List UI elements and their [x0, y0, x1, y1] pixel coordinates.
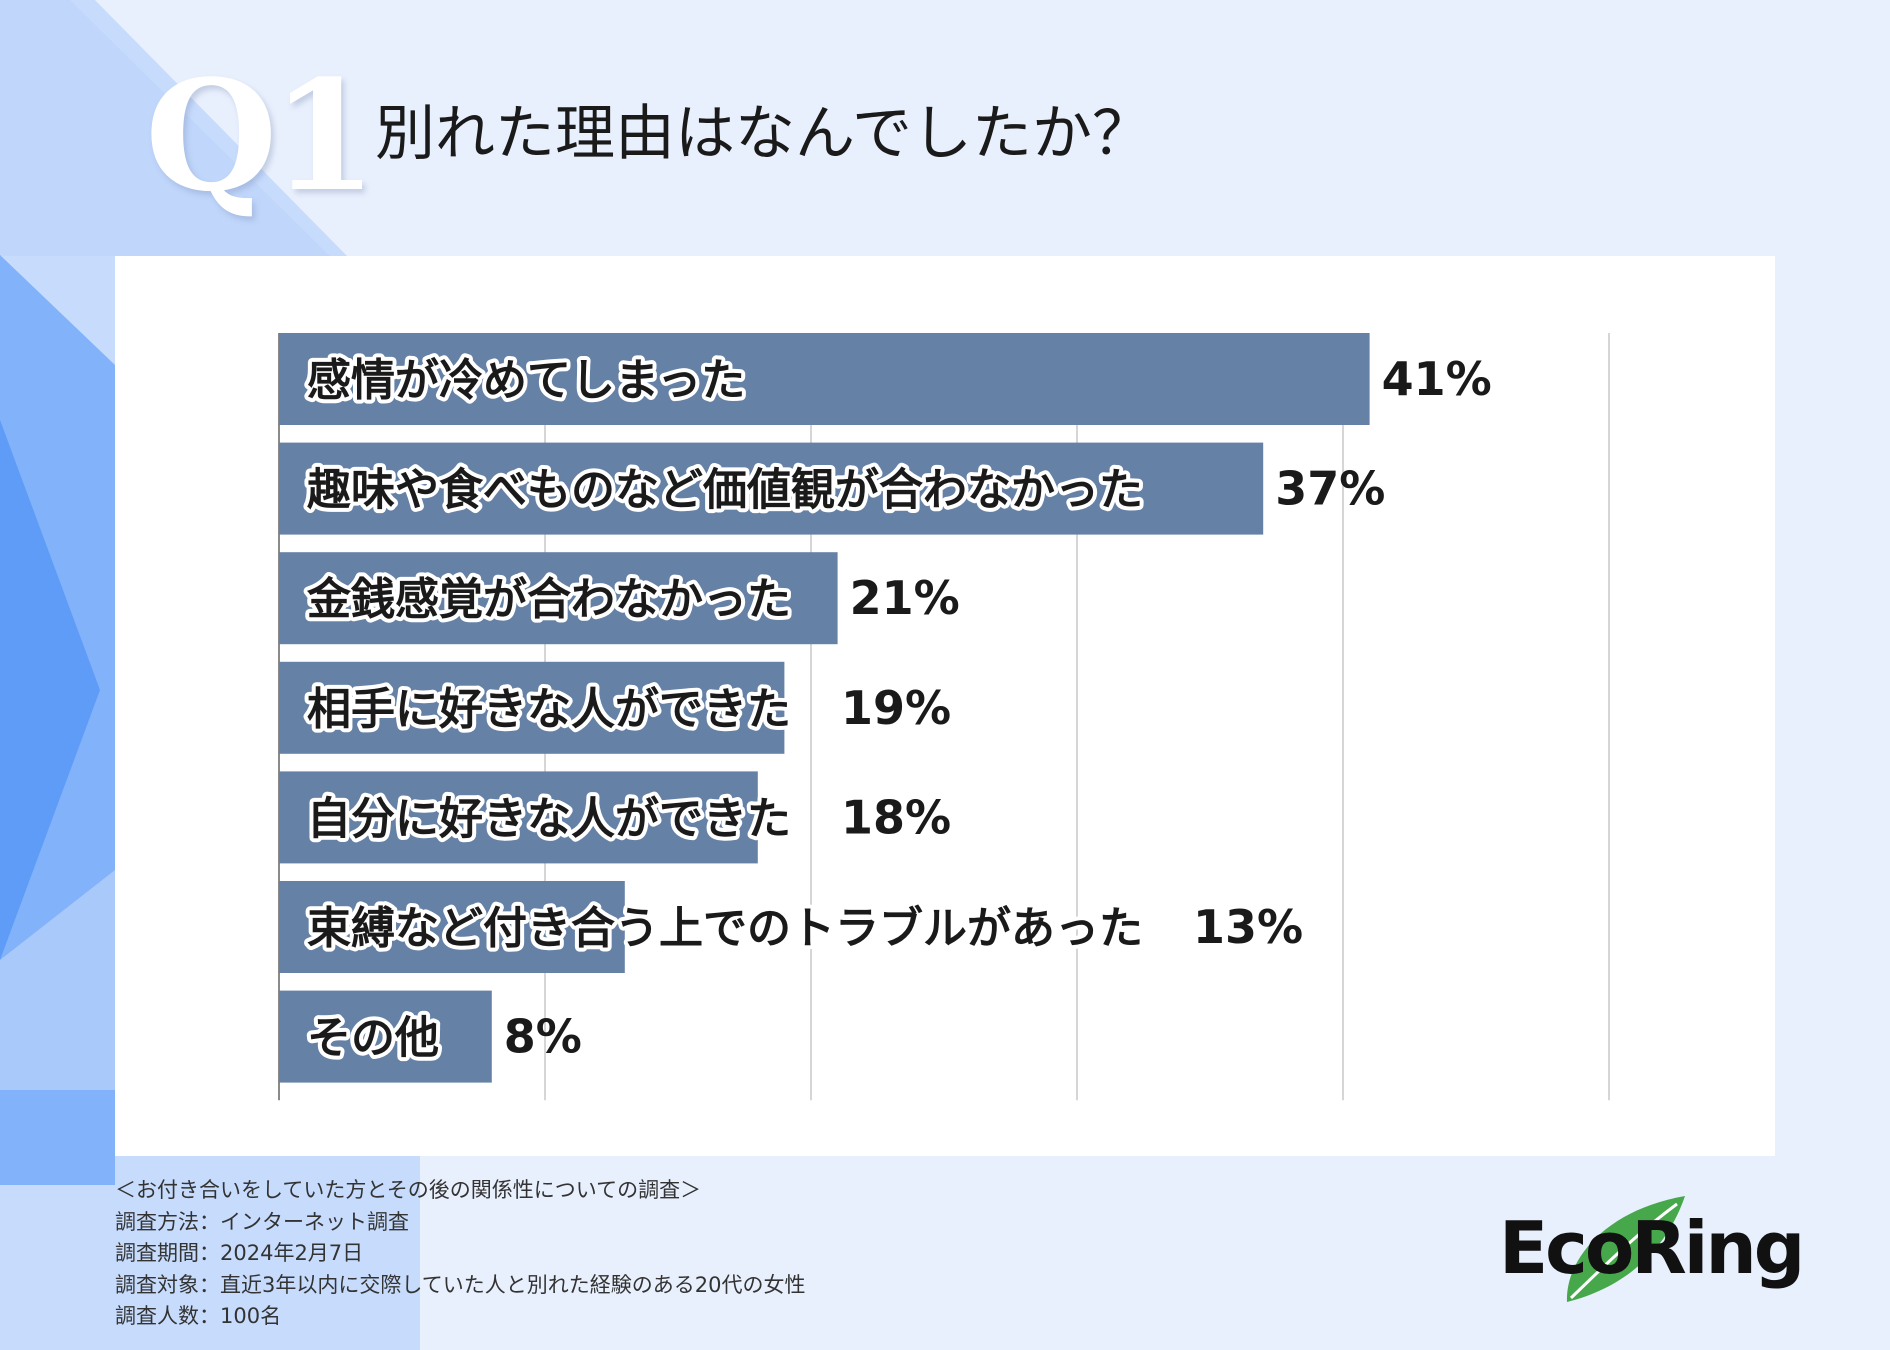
bar [279, 661, 785, 754]
value-label: 21% [850, 571, 960, 625]
category-label: 相手に好きな人ができた [307, 684, 791, 735]
category-label: 自分に好きな人ができた [307, 793, 791, 844]
value-label: 41% [1382, 352, 1492, 406]
bar [279, 442, 1264, 535]
footnote-method: 調査方法：インターネット調査 [115, 1209, 409, 1234]
value-label: 8% [504, 1010, 582, 1064]
bg-lower-triangle [0, 870, 115, 1090]
leaf-icon [1566, 1196, 1685, 1302]
category-label: 金銭感覚が合わなかった [306, 574, 791, 625]
bar [279, 771, 758, 864]
category-label: 感情が冷めてしまった [307, 355, 745, 406]
category-label: その他 [307, 1013, 439, 1064]
logo-text: EcoRing [1499, 1206, 1805, 1290]
bar [279, 333, 1370, 425]
bar [279, 990, 492, 1083]
footnote-count: 調査人数：100名 [115, 1304, 282, 1328]
footnote-survey-name: ＜お付き合いをしていた方とその後の関係性についての調査＞ [115, 1178, 702, 1202]
value-label: 18% [841, 790, 951, 844]
value-label: 37% [1275, 462, 1385, 516]
bg-dark-chevron [0, 420, 100, 960]
category-label: 趣味や食べものなど価値観が合わなかった [307, 465, 1143, 516]
value-label: 13% [1193, 900, 1303, 954]
survey-footnote: ＜お付き合いをしていた方とその後の関係性についての調査＞ 調査方法：インターネッ… [115, 1175, 805, 1333]
bar [279, 552, 838, 645]
value-label: 19% [841, 681, 951, 735]
bg-light-band [0, 0, 330, 256]
footnote-target: 調査対象：直近3年以内に交際していた人と別れた経験のある20代の女性 [115, 1272, 806, 1297]
ecoring-logo: EcoRing [1495, 1190, 1805, 1320]
category-label: 束縛など付き合う上でのトラブルがあった [307, 903, 1143, 954]
bar [279, 881, 625, 973]
page-title: 別れた理由はなんでしたか？ [375, 99, 1152, 169]
footnote-period: 調査期間：2024年2月7日 [115, 1241, 364, 1265]
question-number: Q1 [145, 46, 377, 225]
